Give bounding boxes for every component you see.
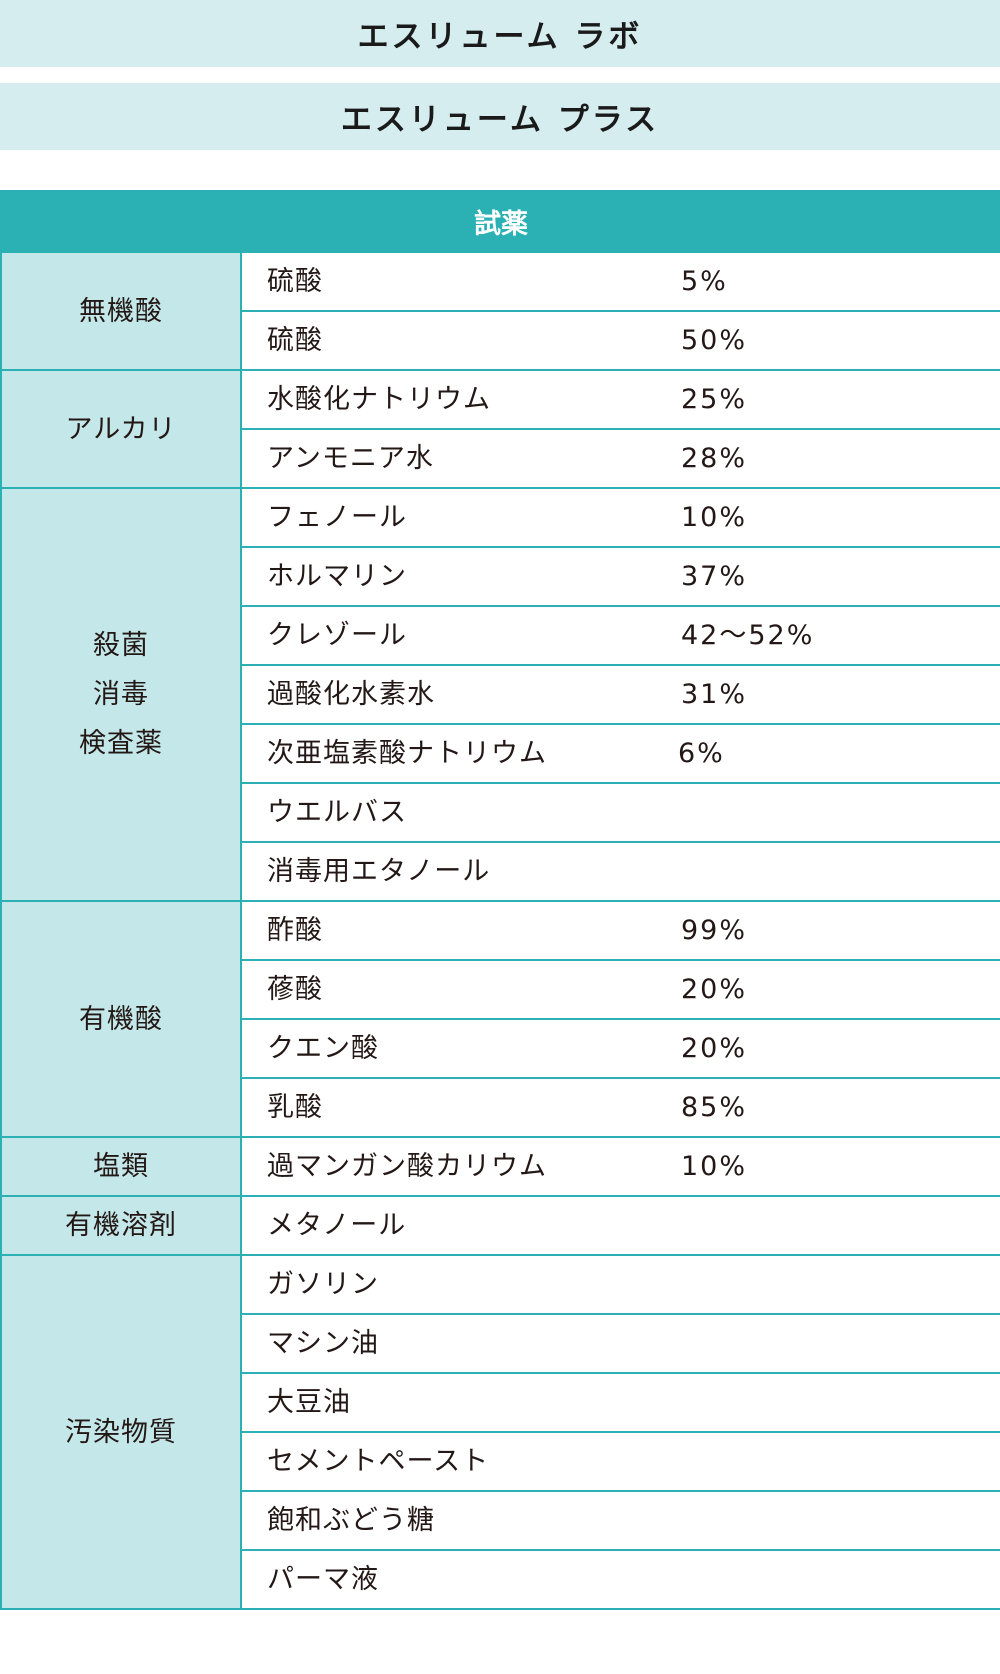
reagent-name: 過酸化水素水	[240, 664, 681, 725]
reagent-name: アンモニア水	[240, 428, 681, 489]
reagent-concentration: 99%	[681, 900, 1000, 961]
category-label: 塩類	[93, 1151, 149, 1182]
reagent-name: メタノール	[240, 1195, 681, 1256]
reagent-row: パーマ液	[1, 1549, 1000, 1610]
reagent-row: アルカリ 水酸化ナトリウム 25%	[0, 369, 1000, 489]
reagent-row: 有機酸 酢酸 99%	[0, 900, 1000, 1138]
reagent-table-header: 試薬	[0, 190, 1000, 253]
reagent-row: 消毒用エタノール	[1, 841, 1000, 902]
product-banner-lab-title: エスリューム ラボ	[357, 19, 643, 55]
reagent-name: パーマ液	[240, 1549, 681, 1610]
reagent-concentration	[681, 1313, 1000, 1374]
reagent-row: 有機溶剤 メタノール	[0, 1195, 1000, 1256]
reagent-name: ホルマリン	[240, 546, 681, 607]
reagent-row: ウエルバス	[1, 782, 1000, 843]
reagent-table-body: 無機酸 硫酸 5% 硫酸 50% アルカリ 水酸化ナトリウム 25% アンモニア水 28% 殺菌 消毒…	[0, 251, 1000, 1610]
category-cell: 汚染物質	[0, 1254, 242, 1610]
product-banner-lab: エスリューム ラボ	[0, 0, 1000, 67]
category-label: 汚染物質	[65, 1416, 177, 1448]
category-label: アルカリ	[65, 413, 177, 445]
reagent-name: 水酸化ナトリウム	[240, 369, 681, 430]
reagent-row: 殺菌 消毒 検査薬 フェノール 10%	[0, 487, 1000, 902]
reagent-row: 硫酸 50%	[1, 310, 1000, 371]
category-cell: アルカリ	[0, 369, 242, 489]
category-label: 殺菌	[93, 630, 149, 661]
reagent-row: 塩類 過マンガン酸カリウム 10%	[0, 1136, 1000, 1197]
reagent-concentration: 37%	[681, 546, 1000, 607]
reagent-row: 汚染物質 ガソリン	[0, 1254, 1000, 1610]
reagent-name: マシン油	[240, 1313, 681, 1374]
reagent-concentration: 25%	[681, 369, 1000, 430]
reagent-concentration	[681, 1372, 1000, 1433]
reagent-name: ウエルバス	[240, 782, 681, 843]
reagent-name: 硫酸	[240, 251, 681, 312]
reagent-name: 次亜塩素酸ナトリウム	[240, 723, 681, 784]
reagent-name: 消毒用エタノール	[240, 841, 681, 902]
reagent-row: 乳酸 85%	[1, 1077, 1000, 1138]
category-label: 無機酸	[79, 295, 163, 327]
reagent-row: アンモニア水 28%	[1, 428, 1000, 489]
reagent-name: 酢酸	[240, 900, 681, 961]
reagent-concentration: 42～52%	[681, 605, 1000, 666]
reagent-concentration: 20%	[681, 959, 1000, 1020]
reagent-concentration	[681, 1549, 1000, 1610]
reagent-name: 大豆油	[240, 1372, 681, 1433]
reagent-concentration: 31%	[681, 664, 1000, 725]
reagent-concentration: 50%	[681, 310, 1000, 371]
product-banner-plus-title: エスリューム プラス	[340, 102, 660, 138]
reagent-row: 飽和ぶどう糖	[1, 1490, 1000, 1551]
reagent-row: クレゾール 42～52%	[1, 605, 1000, 666]
category-label: 有機溶剤	[65, 1210, 177, 1241]
reagent-concentration: 85%	[681, 1077, 1000, 1138]
reagent-name: 硫酸	[240, 310, 681, 371]
reagent-concentration	[681, 782, 1000, 843]
reagent-table: 試薬 無機酸 硫酸 5% 硫酸 50% アルカリ 水酸化ナトリウム 25% アンモニア水 28% 殺…	[0, 190, 1000, 1610]
reagent-concentration: 10%	[681, 487, 1000, 548]
reagent-table-header-row: 試薬	[0, 190, 1000, 253]
reagent-concentration: 20%	[681, 1018, 1000, 1079]
reagent-concentration	[681, 841, 1000, 902]
reagent-name: 飽和ぶどう糖	[240, 1490, 681, 1551]
reagent-name: ガソリン	[240, 1254, 681, 1315]
category-cell: 有機溶剤	[0, 1195, 242, 1256]
reagent-name: 過マンガン酸カリウム	[240, 1136, 681, 1197]
reagent-concentration	[681, 1490, 1000, 1551]
category-label: 有機酸	[79, 1003, 163, 1035]
reagent-row: マシン油	[1, 1313, 1000, 1374]
reagent-name: セメントペースト	[240, 1431, 681, 1492]
reagent-name: クレゾール	[240, 605, 681, 666]
reagent-concentration: 6%	[678, 723, 1000, 784]
category-cell: 無機酸	[0, 251, 242, 371]
reagent-row: ホルマリン 37%	[1, 546, 1000, 607]
reagent-row: 大豆油	[1, 1372, 1000, 1433]
reagent-row: クエン酸 20%	[1, 1018, 1000, 1079]
category-label: 消毒	[93, 679, 149, 710]
category-cell: 有機酸	[0, 900, 242, 1138]
reagent-concentration	[681, 1195, 1000, 1256]
reagent-concentration: 28%	[681, 428, 1000, 489]
reagent-row: 過酸化水素水 31%	[1, 664, 1000, 725]
reagent-concentration	[681, 1431, 1000, 1492]
reagent-row: 蓚酸 20%	[1, 959, 1000, 1020]
reagent-concentration: 10%	[681, 1136, 1000, 1197]
category-cell: 殺菌 消毒 検査薬	[0, 487, 242, 902]
reagent-concentration: 5%	[681, 251, 1000, 312]
reagent-concentration	[681, 1254, 1000, 1315]
product-banner-plus: エスリューム プラス	[0, 83, 1000, 150]
category-label: 検査薬	[79, 728, 163, 759]
reagent-name: フェノール	[240, 487, 681, 548]
category-cell: 塩類	[0, 1136, 242, 1197]
reagent-row: 無機酸 硫酸 5%	[0, 251, 1000, 371]
reagent-name: 乳酸	[240, 1077, 681, 1138]
reagent-name: クエン酸	[240, 1018, 681, 1079]
reagent-row: 次亜塩素酸ナトリウム 6%	[1, 723, 1000, 784]
reagent-name: 蓚酸	[240, 959, 681, 1020]
